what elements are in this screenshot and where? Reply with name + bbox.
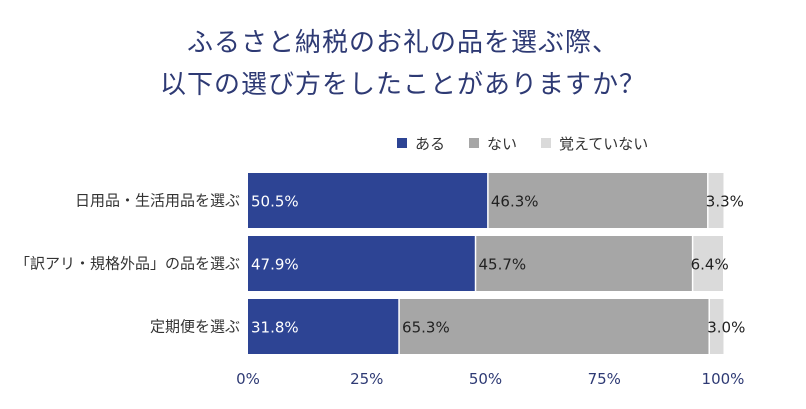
category-label: 「訳アリ・規格外品」の品を選ぶ [15,255,240,273]
category-label: 定期便を選ぶ [150,318,240,336]
bar-segment [248,299,400,354]
bar-segment [709,299,724,354]
bar-segment [475,236,693,291]
chart-title-line-2: 以下の選び方をしたことがありますか？ [159,70,646,100]
data-label: 45.7% [479,256,527,274]
legend-item-oboeteinai: 覚えていない [541,133,648,154]
data-label: 31.8% [251,319,299,337]
x-tick-label: 0% [236,370,260,388]
x-tick-label: 75% [588,370,621,388]
bar-segment [487,173,708,228]
legend-item-nai: ない [469,133,517,154]
chart-legend: ある ない 覚えていない [397,133,672,153]
legend-label-aru: ある [415,134,446,153]
data-label: 50.5% [251,193,299,211]
bar-segment [707,173,724,228]
legend-swatch-aru [397,138,407,148]
x-tick-label: 100% [702,370,745,388]
x-tick-label: 50% [469,370,502,388]
data-label: 65.3% [402,319,450,337]
legend-label-oboeteinai: 覚えていない [559,134,649,153]
chart-title-line-1: ふるさと納税のお礼の品を選ぶ際、 [186,28,619,58]
legend-label-nai: ない [487,134,518,153]
data-label: 47.9% [251,256,299,274]
data-label: 3.3% [706,193,744,211]
data-label: 6.4% [691,256,729,274]
data-label: 3.0% [707,319,745,337]
bar-segment [248,173,488,228]
x-tick-label: 25% [350,370,383,388]
bar-segment [248,236,476,291]
data-label: 46.3% [491,193,539,211]
bar-segment [692,236,723,291]
category-label: 日用品・生活用品を選ぶ [75,192,240,210]
bar-segment [399,299,710,354]
legend-item-aru: ある [397,133,445,154]
legend-swatch-oboeteinai [541,138,552,148]
legend-swatch-nai [469,138,480,148]
